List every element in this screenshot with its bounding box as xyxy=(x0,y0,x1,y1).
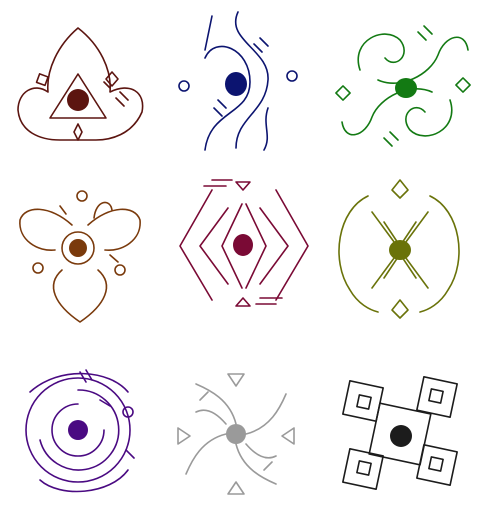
symbol-twin-scroll xyxy=(335,25,471,147)
symbol-arc-hourglass xyxy=(338,179,460,319)
symbol-trefoil-triangle xyxy=(17,27,144,141)
symbol-pinwheel xyxy=(177,373,295,495)
symbol-bracket-diamond xyxy=(179,179,309,307)
symbol-leaf-rosette xyxy=(19,190,141,323)
symbol-wave-eye xyxy=(178,11,298,151)
symbol-square-knot xyxy=(342,376,458,490)
symbol-ring-vortex xyxy=(25,369,135,493)
